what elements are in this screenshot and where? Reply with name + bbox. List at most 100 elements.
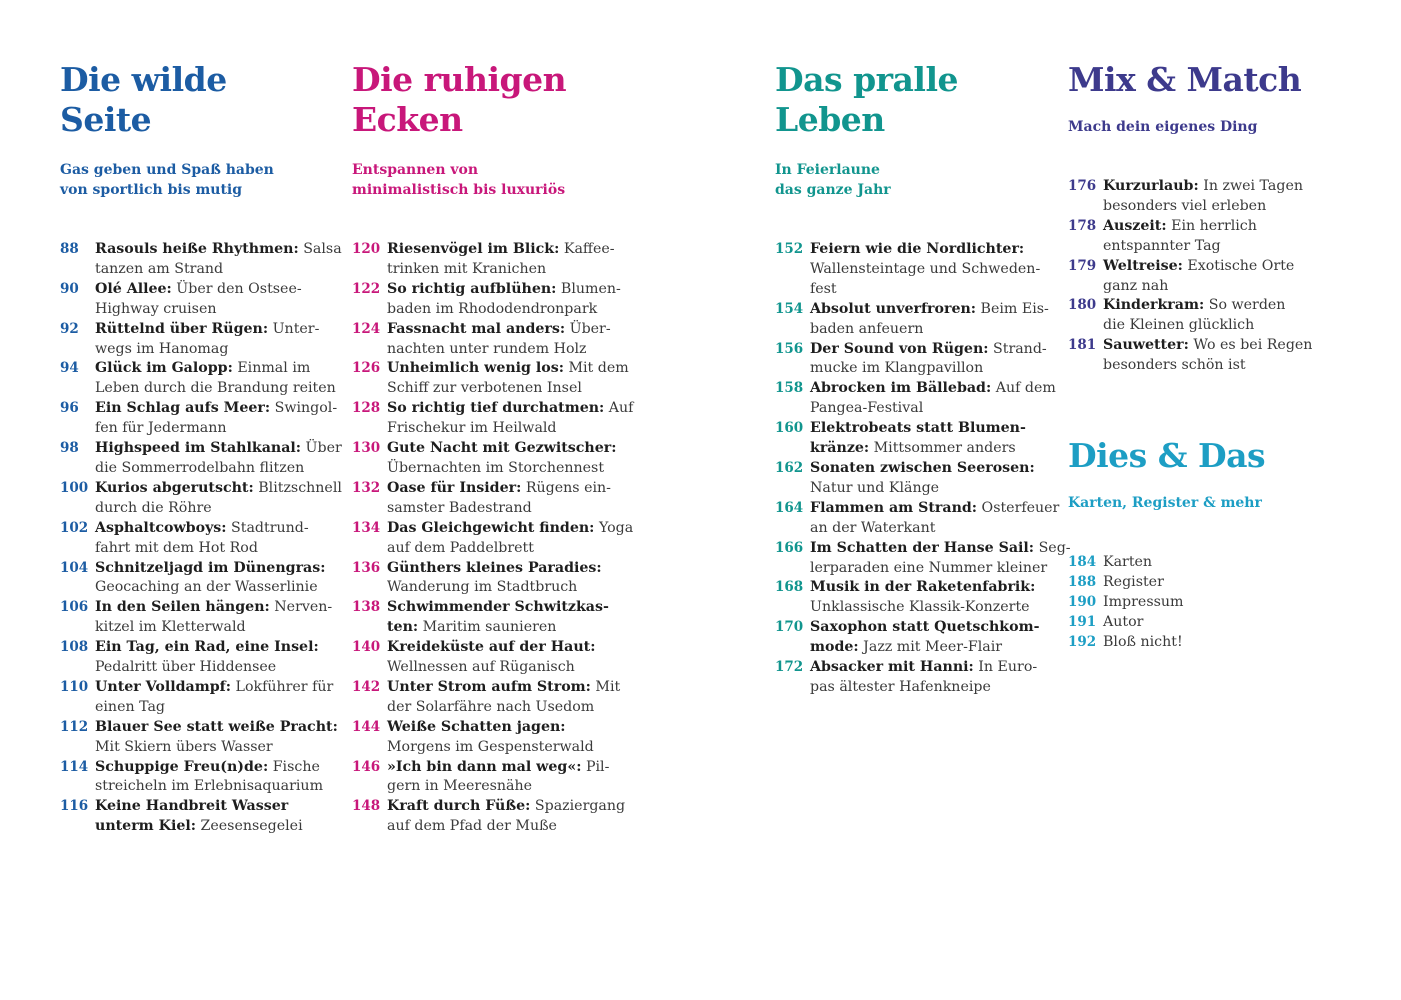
entry-plain: kitzel im Kletterwald [95, 619, 246, 636]
toc-entry: 158 Abrocken im Bällebad: Auf dem Pangea-F… [775, 379, 1056, 419]
entry-plain: fen für Jedermann [95, 420, 227, 437]
entry-line: Auszeit: Ein herrlich [1103, 217, 1368, 237]
entry-line: die Sommerrodelbahn flitzen [95, 459, 342, 479]
entry-plain: Mit [590, 678, 621, 695]
entry-text: Schwimmender Schwitzkas-ten: Maritim sau… [387, 598, 637, 638]
spacer [352, 140, 637, 160]
toc-entry: 98 Highspeed im Stahlkanal: Über die Somme… [60, 439, 342, 479]
toc-entry: 192 Bloß nicht! [1068, 633, 1368, 653]
entry-bold: Elektrobeats statt Blumen- [810, 420, 1026, 437]
entry-text: Bloß nicht! [1103, 633, 1368, 653]
toc-entry: 126 Unheimlich wenig los: Mit dem Schiff z… [352, 359, 637, 399]
entry-plain: baden anfeuern [810, 320, 924, 337]
entry-line: Unter Strom aufm Strom: Mit [387, 678, 637, 698]
entry-plain: In zwei Tagen [1198, 178, 1303, 194]
toc-entry: 154 Absolut unverfroren: Beim Eis-baden a… [775, 300, 1055, 340]
entry-text: »Ich bin dann mal weg«: Pil-gern in Meer… [387, 758, 637, 798]
entry-text: Oase für Insider: Rügens ein-samster Bad… [387, 479, 637, 519]
entry-text: Feiern wie die Nordlichter: Wallensteinta… [810, 240, 1055, 300]
entry-line: Leben durch die Brandung reiten [95, 379, 340, 399]
entry-plain: nachten unter rundem Holz [387, 340, 587, 357]
page-number: 154 [775, 300, 804, 317]
section-life: Das pralle Leben In Feierlaune das ganze Ja… [775, 60, 1071, 698]
entry-line: Absolut unverfroren: Beim Eis- [810, 300, 1055, 320]
section-subtitle-line: das ganze Jahr [775, 182, 891, 198]
entry-line: Kurios abgerutscht: Blitzschnell [95, 479, 342, 499]
entry-line: Unklassische Klassik-Konzerte [810, 598, 1055, 618]
entry-line: auf dem Pfad der Muße [387, 817, 637, 837]
toc-entry: 179 Weltreise: Exotische Orte ganz nah [1068, 257, 1368, 297]
section-subtitle: Mach dein eigenes Ding [1068, 117, 1368, 137]
entry-plain: fest [810, 280, 837, 297]
entry-plain: Natur und Klänge [810, 479, 940, 496]
page-number: 90 [60, 280, 79, 297]
page-number: 106 [60, 599, 89, 616]
page-number: 158 [775, 380, 804, 397]
page-number: 180 [1068, 297, 1097, 314]
entry-plain: Wallensteintage und Schweden- [810, 260, 1041, 277]
page-number: 110 [60, 678, 89, 695]
section-title-line: Das pralle [775, 60, 958, 99]
entry-line: Schuppige Freu(n)de: Fische [95, 758, 340, 778]
entry-bold: mode: [810, 639, 859, 656]
toc-entry: 152 Feiern wie die Nordlichter: Wallenstei… [775, 240, 1055, 300]
entry-bold: Ein Tag, ein Rad, eine Insel: [95, 639, 319, 656]
entry-line: mode: Jazz mit Meer-Flair [810, 638, 1055, 658]
toc-entry: 122 So richtig aufblühen: Blumen-baden im… [352, 280, 637, 320]
entry-text: Unter Strom aufm Strom: Mit der Solarfähr… [387, 678, 637, 718]
toc-entry: 191 Autor [1068, 613, 1368, 633]
entry-line: Keine Handbreit Wasser [95, 797, 340, 817]
section-title: Mix & Match [1068, 60, 1368, 100]
entry-line: Gute Nacht mit Gezwitscher: [387, 439, 637, 459]
entry-text: In den Seilen hängen: Nerven-kitzel im K… [95, 598, 340, 638]
entry-line: Kinderkram: So werden [1103, 296, 1368, 316]
entry-text: Karten [1103, 553, 1368, 573]
section-title-line: Die ruhigen [352, 60, 567, 99]
spacer [775, 200, 1055, 240]
spacer [60, 140, 340, 160]
entry-bold: Kurzurlaub: [1103, 178, 1199, 194]
entry-plain: Salsa [298, 241, 342, 257]
entry-line: Blauer See statt weiße Pracht: [95, 718, 340, 738]
entry-line: Kreideküste auf der Haut: [387, 638, 637, 658]
entry-plain: Mit Skiern übers Wasser [95, 738, 273, 755]
entry-plain: Bloß nicht! [1103, 633, 1183, 650]
entry-line: Geocaching an der Wasserlinie [95, 578, 340, 598]
page-number: 134 [352, 519, 381, 536]
toc-list: 88 Rasouls heiße Rhythmen: Salsa tanzen am… [60, 240, 342, 837]
entry-bold: Absacker mit Hanni: [810, 659, 974, 676]
section-subtitle: Karten, Register & mehr [1068, 493, 1368, 513]
entry-plain: Wanderung im Stadtbruch [387, 579, 578, 596]
entry-text: Highspeed im Stahlkanal: Über die Sommerr… [95, 439, 342, 479]
toc-list: 120 Riesenvögel im Blick: Kaffee-trinken … [352, 240, 637, 837]
entry-text: Register [1103, 573, 1368, 593]
toc-entry: 116 Keine Handbreit Wasser unterm Kiel: Ze… [60, 797, 340, 837]
entry-plain: Yoga [594, 519, 634, 536]
entry-text: Im Schatten der Hanse Sail: Seg-lerparad… [810, 539, 1071, 579]
entry-text: Olé Allee: Über den Ostsee- Highway cruis… [95, 280, 340, 320]
entry-text: Saxophon statt Quetschkom-mode: Jazz mit… [810, 618, 1055, 658]
toc-entry: 178 Auszeit: Ein herrlich entspannter Tag [1068, 217, 1368, 257]
entry-text: Günthers kleines Paradies: Wanderung im S… [387, 559, 637, 599]
section-mix-and-misc: Mix & Match Mach dein eigenes Ding 176 Kurz… [1068, 60, 1368, 653]
section-title: Die wilde Seite [60, 60, 340, 140]
spacer [352, 200, 637, 240]
entry-line: durch die Röhre [95, 499, 342, 519]
entry-plain: entspannter Tag [1103, 237, 1221, 254]
entry-plain: Beim Eis- [976, 300, 1049, 317]
entry-plain: Rügens ein- [521, 479, 611, 496]
page-number: 94 [60, 360, 79, 377]
entry-text: Weltreise: Exotische Orte ganz nah [1103, 257, 1368, 297]
spacer [1068, 100, 1368, 117]
entry-text: Sauwetter: Wo es bei Regen besonders schö… [1103, 336, 1368, 376]
entry-text: Schnitzeljagd im Dünengras: Geocaching an… [95, 559, 340, 599]
entry-plain: Übernachten im Storchennest [387, 459, 605, 476]
entry-text: Absacker mit Hanni: In Euro-pas ältester… [810, 658, 1055, 698]
entry-bold: Saxophon statt Quetschkom- [810, 619, 1040, 636]
entry-line: besonders viel erleben [1103, 197, 1368, 217]
entry-plain: Register [1103, 573, 1164, 590]
entry-bold: Sauwetter: [1103, 337, 1189, 354]
page-number: 162 [775, 459, 804, 476]
entry-line: Elektrobeats statt Blumen- [810, 419, 1055, 439]
entry-bold: Schuppige Freu(n)de: [95, 758, 269, 775]
